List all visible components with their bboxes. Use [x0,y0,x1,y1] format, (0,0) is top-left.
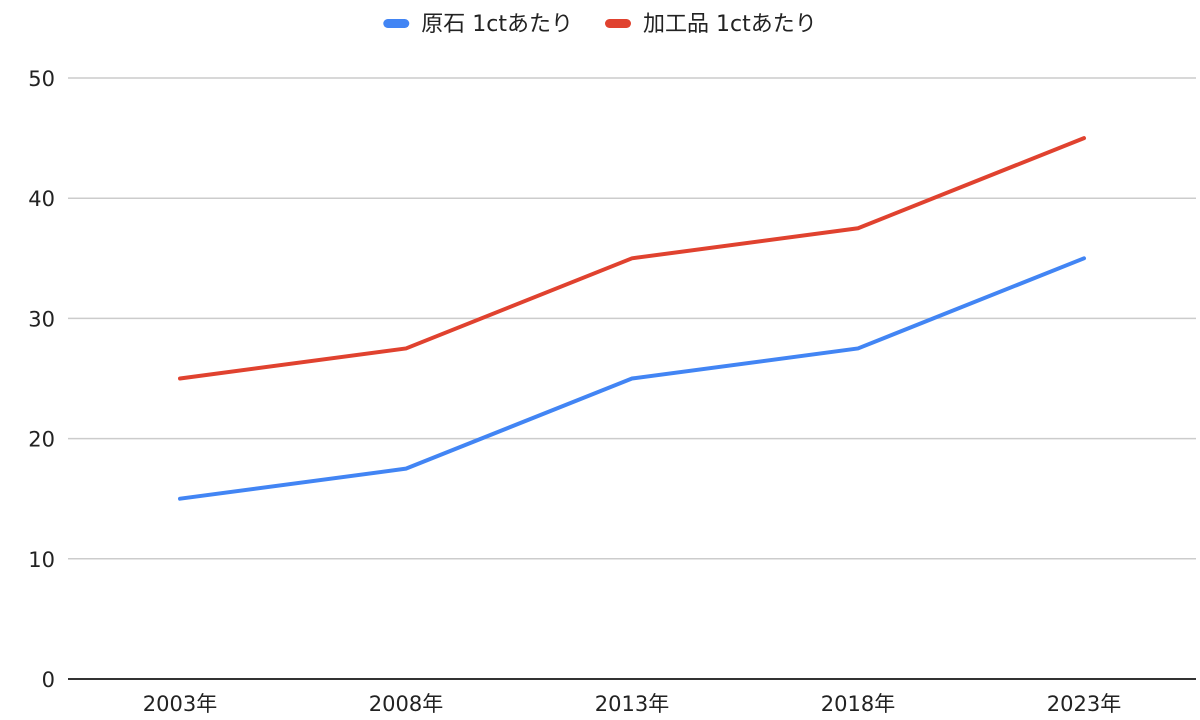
x-tick-label: 2008年 [369,692,443,716]
y-tick-label: 50 [28,67,55,91]
y-tick-label: 0 [42,668,55,692]
x-tick-label: 2018年 [821,692,895,716]
y-tick-label: 20 [28,428,55,452]
y-tick-label: 10 [28,548,55,572]
legend: 原石 1ctあたり 加工品 1ctあたり [383,12,817,37]
x-tick-label: 2023年 [1047,692,1121,716]
legend-item[interactable]: 原石 1ctあたり [383,12,573,37]
legend-label: 原石 1ctあたり [421,12,573,37]
legend-swatch [383,19,410,28]
x-tick-label: 2003年 [143,692,217,716]
legend-label: 加工品 1ctあたり [643,12,817,37]
y-tick-label: 30 [28,307,55,331]
legend-item[interactable]: 加工品 1ctあたり [605,12,817,37]
x-axis-ticks: 2003年 2008年 2013年 2018年 2023年 [143,692,1121,716]
y-axis-ticks: 0 10 20 30 40 50 [28,67,55,692]
series-lines [178,136,1086,501]
y-tick-label: 40 [28,187,55,211]
series-line-2 [178,136,1086,381]
gridlines [68,77,1196,560]
legend-swatch [605,19,631,28]
series-line-1 [178,256,1086,501]
x-tick-label: 2013年 [595,692,669,716]
